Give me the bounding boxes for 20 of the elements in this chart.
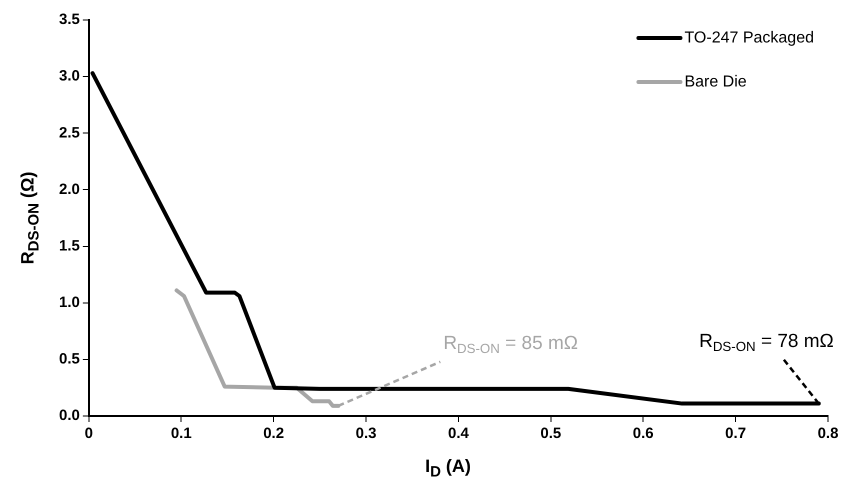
y-tick-label: 0.0 <box>58 407 80 424</box>
x-axis-title: I$_{D}$ (A) <box>425 456 471 481</box>
x-tick-label: 0.6 <box>632 425 654 442</box>
y-tick-label: 3.0 <box>58 68 80 85</box>
x-tick-label: 0.7 <box>725 425 746 442</box>
x-tick-label: 0.3 <box>356 425 376 442</box>
y-tick-label: 3.5 <box>58 11 80 28</box>
y-tick-label: 1.5 <box>58 237 80 254</box>
y-tick-label: 2.5 <box>58 124 80 142</box>
y-tick-label: 1.0 <box>58 294 80 311</box>
legend-label: TO-247 Packaged <box>684 29 814 46</box>
legend-label: Bare Die <box>684 73 747 90</box>
y-tick-label: 0.5 <box>58 350 80 368</box>
x-tick-label: 0.1 <box>170 425 192 442</box>
y-tick-label: 2.0 <box>58 180 80 198</box>
x-tick-label: 0 <box>84 425 94 442</box>
x-tick-label: 0.4 <box>448 425 470 442</box>
x-tick-label: 0.2 <box>263 425 284 442</box>
x-tick-label: 0.5 <box>540 425 562 442</box>
x-tick-label: 0.8 <box>818 425 838 442</box>
